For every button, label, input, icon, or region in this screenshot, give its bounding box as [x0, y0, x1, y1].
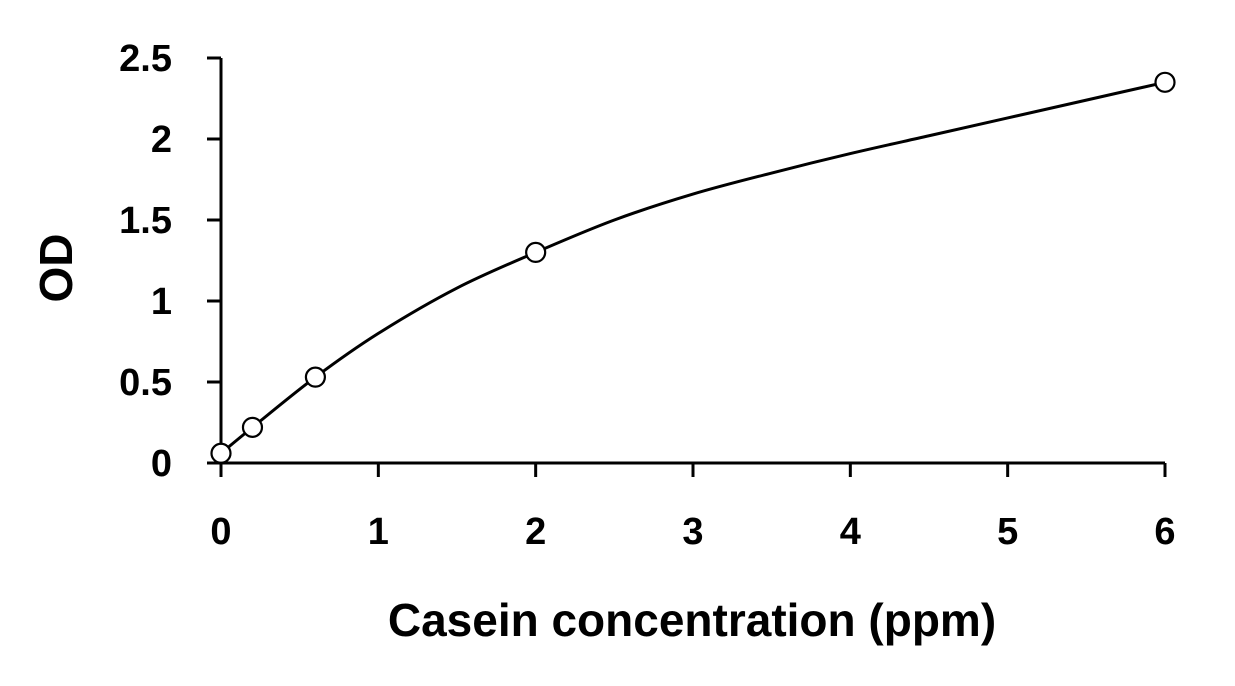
data-points-layer: [210, 71, 1176, 464]
x-axis-title: Casein concentration (ppm): [388, 594, 996, 646]
data-point: [304, 366, 326, 388]
fit-curve-layer: [220, 80, 1166, 455]
x-tick-label: 6: [1154, 511, 1175, 553]
x-tick-label: 2: [525, 511, 546, 553]
y-axis-title: OD: [30, 234, 82, 303]
data-point: [241, 416, 264, 438]
y-tick-label: 2.5: [119, 38, 172, 80]
y-tick-label: 1: [151, 281, 172, 323]
x-tick-label: 3: [682, 511, 703, 553]
x-tick-label: 5: [997, 511, 1018, 553]
x-axis-ticks: 0 1 2 3 4 5 6: [210, 463, 1176, 553]
data-point: [1154, 71, 1176, 93]
axes: [219, 58, 1165, 465]
x-tick-label: 1: [368, 511, 389, 553]
x-tick-label: 4: [840, 511, 861, 553]
x-tick-label: 0: [210, 511, 231, 553]
data-point: [525, 241, 547, 263]
y-axis-ticks: 0 0.5 1 1.5 2 2.5: [119, 38, 221, 485]
y-tick-label: 0: [151, 443, 172, 485]
fit-curve: [220, 80, 1166, 455]
y-tick-label: 1.5: [119, 200, 172, 242]
y-tick-label: 0.5: [119, 362, 172, 404]
data-point: [210, 442, 232, 464]
y-tick-label: 2: [151, 119, 172, 161]
